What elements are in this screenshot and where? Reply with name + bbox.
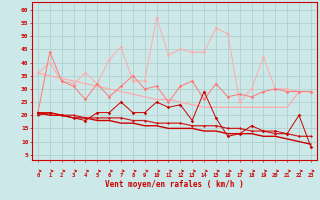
X-axis label: Vent moyen/en rafales ( km/h ): Vent moyen/en rafales ( km/h ): [105, 180, 244, 189]
